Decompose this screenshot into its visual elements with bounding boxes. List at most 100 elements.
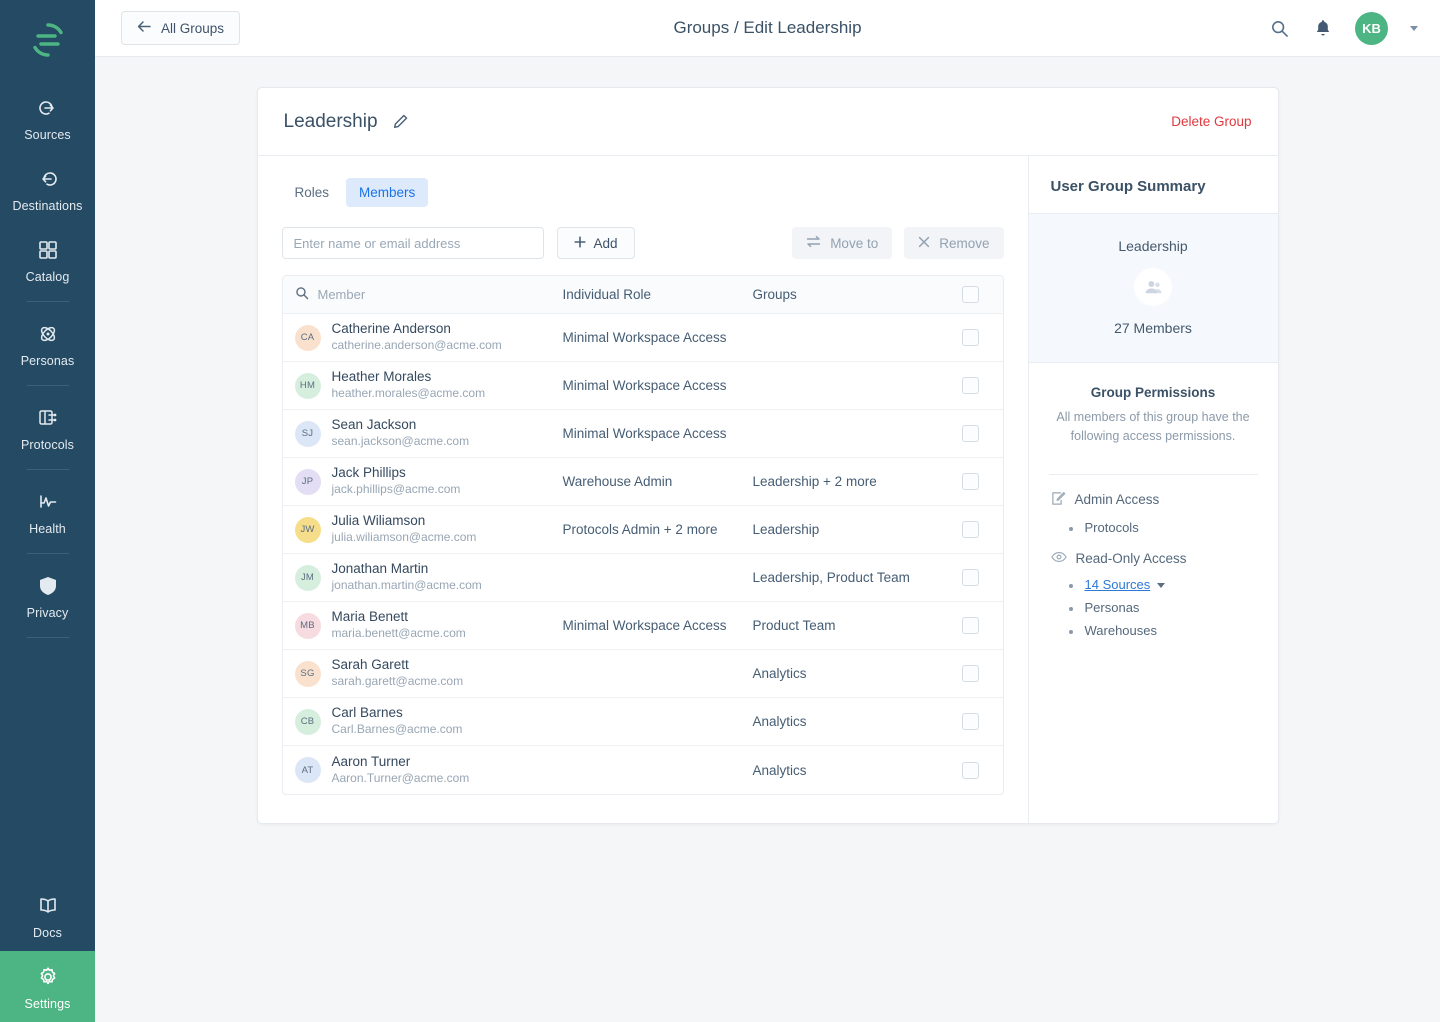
row-select-cell xyxy=(939,425,1003,442)
groups-cell: Analytics xyxy=(752,714,807,729)
add-member-button[interactable]: Add xyxy=(556,227,635,259)
table-row[interactable]: HM Heather Morales heather.morales@acme.co… xyxy=(282,362,1003,410)
member-email: sean.jackson@acme.com xyxy=(331,434,470,449)
tab-bar: Roles Members xyxy=(282,178,1004,207)
row-checkbox[interactable] xyxy=(962,521,979,538)
avatar: SG xyxy=(294,660,321,687)
member-name: Sean Jackson xyxy=(331,417,417,433)
delete-group-button[interactable]: Delete Group xyxy=(1171,114,1252,129)
remove-button[interactable]: Remove xyxy=(904,227,1004,259)
member-cell: HM Heather Morales heather.morales@acme.co… xyxy=(283,369,563,401)
table-row[interactable]: CA Catherine Anderson catherine.anderson@a… xyxy=(282,314,1003,362)
individual-role-cell: Minimal Workspace Access xyxy=(562,330,727,345)
admin-access-header: Admin Access xyxy=(1051,491,1258,509)
select-all-checkbox[interactable] xyxy=(962,286,979,303)
sidebar-divider xyxy=(26,553,69,554)
row-checkbox[interactable] xyxy=(962,761,979,779)
row-checkbox[interactable] xyxy=(962,569,979,586)
shield-icon xyxy=(37,573,59,599)
row-checkbox[interactable] xyxy=(962,473,979,490)
people-icon xyxy=(1134,268,1172,306)
table-row[interactable]: CB Carl Barnes Carl.Barnes@acme.com Analyti… xyxy=(282,698,1003,746)
read-only-access-label: Read-Only Access xyxy=(1075,550,1187,566)
sidebar-item-protocols[interactable]: Protocols xyxy=(0,392,95,463)
row-checkbox[interactable] xyxy=(962,377,979,394)
row-checkbox[interactable] xyxy=(962,329,979,346)
groups-cell: Product Team xyxy=(752,618,836,633)
sidebar-item-privacy[interactable]: Privacy xyxy=(0,560,95,631)
all-groups-label: All Groups xyxy=(161,20,225,36)
chevron-down-icon[interactable] xyxy=(1157,582,1166,588)
sidebar-item-catalog[interactable]: Catalog xyxy=(0,224,95,295)
chevron-down-icon[interactable] xyxy=(1410,25,1418,31)
member-name: Sarah Garett xyxy=(331,657,409,673)
sidebar-item-destinations[interactable]: Destinations xyxy=(0,153,95,224)
member-email: jack.phillips@acme.com xyxy=(331,482,461,497)
member-name: Julia Wiliamson xyxy=(331,513,426,529)
sidebar-item-label: Settings xyxy=(24,997,71,1011)
search-icon[interactable] xyxy=(295,286,309,303)
member-identity: Sean Jackson sean.jackson@acme.com xyxy=(332,417,470,449)
bell-icon[interactable] xyxy=(1311,16,1335,40)
close-x-icon xyxy=(918,236,930,251)
member-identity: Aaron Turner Aaron.Turner@acme.com xyxy=(332,754,470,786)
tab-roles[interactable]: Roles xyxy=(294,185,330,200)
table-row[interactable]: JM Jonathan Martin jonathan.martin@acme.co… xyxy=(282,554,1003,602)
sidebar-item-settings[interactable]: Settings xyxy=(0,951,95,1022)
row-select-cell xyxy=(939,377,1003,394)
member-identity: Julia Wiliamson julia.wiliamson@acme.com xyxy=(332,513,477,545)
summary-block: Leadership 27 Members xyxy=(1028,214,1278,363)
read-only-access-header: Read-Only Access xyxy=(1050,550,1258,566)
list-item: Warehouses xyxy=(1068,619,1258,642)
avatar[interactable]: KB xyxy=(1355,11,1388,45)
summary-member-count: 27 Members xyxy=(1114,320,1192,336)
individual-role-cell: Minimal Workspace Access xyxy=(562,426,727,441)
all-groups-back-button[interactable]: All Groups xyxy=(121,11,241,45)
column-header-member: Member xyxy=(283,286,563,303)
table-row[interactable]: MB Maria Benett maria.benett@acme.com Minim… xyxy=(282,602,1003,650)
list-item: Protocols xyxy=(1068,516,1258,539)
tab-members[interactable]: Members xyxy=(346,178,429,207)
member-cell: JW Julia Wiliamson julia.wiliamson@acme.co… xyxy=(283,513,563,545)
move-to-button[interactable]: Move to xyxy=(792,227,893,259)
table-body: CA Catherine Anderson catherine.anderson@a… xyxy=(282,314,1003,794)
row-select-cell xyxy=(939,665,1003,682)
individual-role-cell: Minimal Workspace Access xyxy=(562,378,727,393)
column-header-select-all xyxy=(939,286,1003,303)
member-name: Carl Barnes xyxy=(331,705,403,721)
sidebar-item-docs[interactable]: Docs xyxy=(0,880,95,951)
table-row[interactable]: SG Sarah Garett sarah.garett@acme.com Analy… xyxy=(282,650,1003,698)
sidebar-item-sources[interactable]: Sources xyxy=(0,82,95,153)
add-member-input[interactable] xyxy=(281,227,544,259)
row-checkbox[interactable] xyxy=(962,425,979,442)
arrow-in-circle-icon xyxy=(36,166,60,192)
table-row[interactable]: JW Julia Wiliamson julia.wiliamson@acme.co… xyxy=(282,506,1003,554)
avatar: CB xyxy=(294,708,321,735)
protocols-icon xyxy=(36,405,60,431)
row-checkbox[interactable] xyxy=(962,617,979,634)
user-group-summary-panel: User Group Summary Leadership xyxy=(1027,156,1278,823)
table-row[interactable]: AT Aaron Turner Aaron.Turner@acme.com Analy… xyxy=(283,746,1003,794)
search-icon[interactable] xyxy=(1267,16,1291,40)
atom-icon xyxy=(36,321,60,347)
segment-logo-icon[interactable] xyxy=(26,18,70,62)
table-row[interactable]: SJ Sean Jackson sean.jackson@acme.com Minim… xyxy=(282,410,1003,458)
member-cell: AT Aaron Turner Aaron.Turner@acme.com xyxy=(283,754,563,786)
row-checkbox[interactable] xyxy=(962,665,979,682)
add-label: Add xyxy=(593,235,618,251)
member-cell: SJ Sean Jackson sean.jackson@acme.com xyxy=(283,417,563,449)
sidebar-item-health[interactable]: Health xyxy=(0,476,95,547)
sidebar-nav-list: Sources Destinations C xyxy=(0,82,95,644)
summary-group-name: Leadership xyxy=(1118,238,1188,254)
pencil-icon[interactable] xyxy=(392,113,409,130)
sources-link[interactable]: 14 Sources xyxy=(1084,576,1151,592)
row-checkbox[interactable] xyxy=(962,713,979,730)
grid-squares-icon xyxy=(37,237,59,263)
sidebar-item-personas[interactable]: Personas xyxy=(0,308,95,379)
gear-icon xyxy=(36,964,60,990)
group-permissions-block: Group Permissions All members of this gr… xyxy=(1029,363,1278,456)
sidebar-item-label: Personas xyxy=(20,354,75,368)
table-row[interactable]: JP Jack Phillips jack.phillips@acme.com War… xyxy=(282,458,1003,506)
individual-role-cell: Warehouse Admin xyxy=(562,474,673,489)
